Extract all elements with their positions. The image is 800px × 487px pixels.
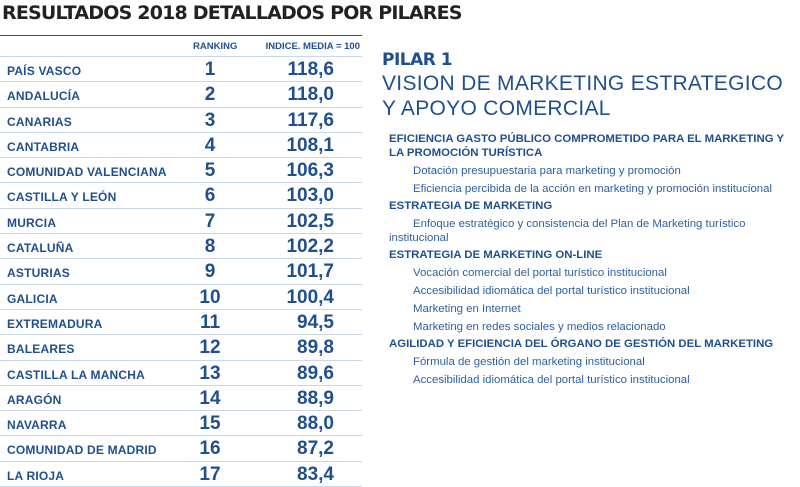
rank-value: 1 bbox=[204, 59, 216, 80]
region-name: LA RIOJA bbox=[7, 468, 65, 483]
rank-value: 16 bbox=[199, 438, 221, 460]
region-name: CASTILLA Y LEÓN bbox=[7, 190, 117, 205]
rank-value: 3 bbox=[204, 109, 216, 131]
region-name: CASTILLA LA MANCHA bbox=[7, 367, 146, 382]
region-name: COMUNIDAD DE MADRID bbox=[7, 443, 157, 458]
table-row: MURCIA 7 102,5 bbox=[0, 209, 362, 235]
table-row: CASTILLA LA MANCHA 13 89,6 bbox=[0, 361, 362, 386]
index-value: 83,4 bbox=[297, 463, 334, 485]
region-name: CANARIAS bbox=[7, 114, 72, 129]
index-value: 102,2 bbox=[286, 236, 334, 258]
table-row: ARAGÓN 14 88,9 bbox=[0, 386, 362, 412]
table-row: COMUNIDAD DE MADRID 16 87,2 bbox=[0, 436, 362, 462]
ranking-column-header: RANKING bbox=[193, 41, 238, 52]
table-row: CANARIAS 3 117,6 bbox=[0, 108, 362, 133]
region-name: ASTURIAS bbox=[7, 266, 70, 281]
section-item: Eficiencia percibida de la acción en mar… bbox=[413, 183, 772, 195]
rank-value: 13 bbox=[199, 362, 221, 384]
region-name: CATALUÑA bbox=[7, 241, 74, 256]
index-value: 87,2 bbox=[297, 438, 334, 460]
rank-value: 9 bbox=[204, 261, 216, 283]
index-value: 102,5 bbox=[286, 210, 334, 232]
section-item: Dotación presupuestaria para marketing y… bbox=[413, 165, 681, 177]
section-heading: AGILIDAD Y EFICIENCIA DEL ÓRGANO DE GEST… bbox=[389, 338, 774, 350]
index-value: 88,9 bbox=[297, 387, 334, 409]
section-heading: ESTRATEGIA DE MARKETING bbox=[389, 200, 553, 212]
table-header: RANKING INDICE. MEDIA = 100 bbox=[0, 35, 362, 57]
section-item: Accesibilidad idiomática del portal turí… bbox=[413, 374, 690, 386]
pillar-title-line-1: VISION DE MARKETING ESTRATEGICO bbox=[382, 72, 783, 95]
section-item: Fórmula de gestión del marketing institu… bbox=[413, 356, 645, 368]
section-item: Enfoque estratégico y consistencia del P… bbox=[389, 218, 746, 244]
table-row: EXTREMADURA 11 94,5 bbox=[0, 310, 362, 336]
index-value: 118,6 bbox=[287, 59, 335, 80]
pillar-sections: EFICIENCIA GASTO PÚBLICO COMPROMETIDO PA… bbox=[389, 129, 789, 389]
index-value: 101,7 bbox=[286, 261, 334, 283]
pillar-label: PILAR 1 bbox=[382, 50, 453, 70]
region-name: EXTREMADURA bbox=[7, 316, 103, 331]
rank-value: 15 bbox=[199, 413, 221, 435]
table-row: BALEARES 12 89,8 bbox=[0, 335, 362, 361]
table-row: CASTILLA Y LEÓN 6 103,0 bbox=[0, 183, 362, 209]
table-row: GALICIA 10 100,4 bbox=[0, 285, 362, 310]
table-row: COMUNIDAD VALENCIANA 5 106,3 bbox=[0, 158, 362, 184]
section-item: Vocación comercial del portal turístico … bbox=[413, 267, 667, 279]
pillar-header: PILAR 1 VISION DE MARKETING ESTRATEGICO … bbox=[382, 50, 792, 121]
rank-value: 7 bbox=[204, 210, 216, 232]
table-row: ANDALUCÍA 2 118,0 bbox=[0, 82, 362, 108]
region-name: ARAGÓN bbox=[7, 392, 62, 407]
table-row: ASTURIAS 9 101,7 bbox=[0, 259, 362, 285]
table-row: CANTABRIA 4 108,1 bbox=[0, 133, 362, 159]
region-name: PAÍS VASCO bbox=[7, 64, 82, 78]
index-value: 100,4 bbox=[286, 286, 334, 308]
index-value: 106,3 bbox=[286, 160, 334, 182]
section-heading: EFICIENCIA GASTO PÚBLICO COMPROMETIDO PA… bbox=[389, 133, 784, 159]
table-row: PAÍS VASCO 1 118,6 bbox=[0, 57, 362, 83]
index-value: 94,5 bbox=[297, 311, 334, 333]
section-item: Accesibilidad idiomática del portal turí… bbox=[413, 285, 690, 297]
rank-value: 11 bbox=[199, 311, 221, 333]
rank-value: 6 bbox=[204, 185, 216, 207]
pillar-title-line-2: Y APOYO COMERCIAL bbox=[382, 97, 611, 120]
region-name: BALEARES bbox=[7, 342, 75, 357]
rank-value: 10 bbox=[199, 286, 221, 308]
region-name: COMUNIDAD VALENCIANA bbox=[7, 165, 167, 180]
table-body: PAÍS VASCO 1 118,6 ANDALUCÍA 2 118,0 CANARIAS 3… bbox=[0, 57, 362, 487]
index-value: 88,0 bbox=[297, 413, 334, 435]
region-name: NAVARRA bbox=[7, 418, 67, 433]
index-value: 89,8 bbox=[297, 337, 334, 359]
index-column-header: INDICE. MEDIA = 100 bbox=[265, 41, 360, 52]
table-row: NAVARRA 15 88,0 bbox=[0, 411, 362, 437]
ranking-table: RANKING INDICE. MEDIA = 100 PAÍS VASCO 1 1… bbox=[0, 35, 362, 487]
index-value: 118,0 bbox=[287, 84, 335, 106]
rank-value: 17 bbox=[199, 463, 221, 485]
section-item: Marketing en Internet bbox=[413, 303, 521, 315]
table-row: LA RIOJA 17 83,4 bbox=[0, 462, 362, 487]
region-name: MURCIA bbox=[7, 215, 57, 230]
section-item: Marketing en redes sociales y medios rel… bbox=[413, 321, 666, 333]
section-heading: ESTRATEGIA DE MARKETING ON-LINE bbox=[389, 249, 603, 261]
table-row: CATALUÑA 8 102,2 bbox=[0, 234, 362, 260]
rank-value: 14 bbox=[199, 387, 221, 409]
rank-value: 12 bbox=[199, 337, 221, 359]
rank-value: 2 bbox=[204, 84, 216, 106]
rank-value: 8 bbox=[204, 236, 216, 258]
index-value: 89,6 bbox=[297, 362, 334, 384]
page-title: RESULTADOS 2018 DETALLADOS POR PILARES bbox=[2, 2, 463, 24]
rank-value: 5 bbox=[204, 160, 216, 182]
pillar-title: VISION DE MARKETING ESTRATEGICO Y APOYO … bbox=[382, 71, 792, 121]
rank-value: 4 bbox=[204, 134, 216, 156]
index-value: 108,1 bbox=[286, 134, 334, 156]
region-name: CANTABRIA bbox=[7, 139, 80, 154]
region-name: ANDALUCÍA bbox=[7, 89, 81, 104]
region-name: GALICIA bbox=[7, 291, 58, 306]
index-value: 103,0 bbox=[286, 185, 334, 207]
index-value: 117,6 bbox=[287, 109, 335, 131]
